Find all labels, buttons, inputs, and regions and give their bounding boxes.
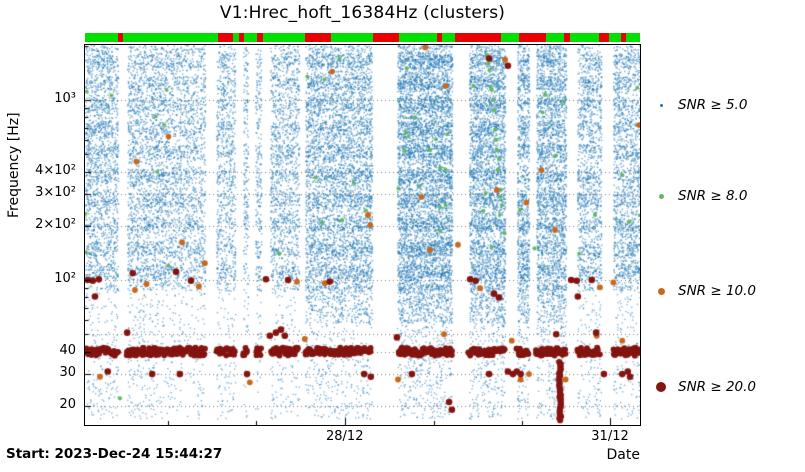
- y-tick-label: 10³: [54, 91, 76, 106]
- legend-label: SNR ≥ 20.0: [678, 379, 757, 395]
- x-axis-title: Date: [606, 447, 640, 463]
- legend-entry-4: SNR ≥ 20.0: [650, 377, 756, 397]
- legend-entry-3: SNR ≥ 10.0: [650, 281, 756, 301]
- plot-title: V1:Hrec_hoft_16384Hz (clusters): [219, 3, 506, 23]
- y-tick-label: 4×10²: [35, 162, 76, 178]
- legend-label: SNR ≥ 5.0: [678, 97, 748, 113]
- y-tick-label: 40: [59, 342, 76, 358]
- plot-area: [84, 44, 641, 426]
- status-bar-bad-segment: [305, 33, 332, 42]
- y-axis-title: Frequency [Hz]: [6, 112, 22, 218]
- status-bar-bad-segment: [256, 33, 264, 42]
- scatter-plot-canvas: [85, 45, 640, 425]
- legend-marker-icon: [650, 287, 672, 295]
- status-bar-bad-segment: [621, 33, 626, 42]
- status-bar-bad-segment: [118, 33, 123, 42]
- snr-legend: SNR ≥ 5.0 SNR ≥ 8.0 SNR ≥ 10.0 SNR ≥ 20.0: [650, 45, 802, 425]
- legend-marker-icon: [650, 382, 672, 392]
- legend-label: SNR ≥ 10.0: [678, 283, 757, 299]
- y-tick-label: 30: [59, 365, 76, 381]
- status-bar-bad-segment: [455, 33, 502, 42]
- x-tick-label: 28/12: [326, 429, 364, 444]
- status-bar-bad-segment: [598, 33, 609, 42]
- y-tick-label: 20: [59, 396, 76, 412]
- x-tick-label: 31/12: [591, 429, 629, 444]
- status-bar-bad-segment: [217, 33, 233, 42]
- y-tick-label: 2×10²: [35, 216, 76, 232]
- status-bar-bad-segment: [436, 33, 442, 42]
- science-mode-status-bar: [85, 33, 640, 42]
- y-tick-label: 10²: [54, 271, 76, 286]
- status-bar-bad-segment: [372, 33, 400, 42]
- legend-marker-icon: [650, 103, 672, 107]
- legend-label: SNR ≥ 8.0: [678, 188, 748, 204]
- legend-marker-icon: [650, 193, 672, 199]
- status-bar-bad-segment: [564, 33, 571, 42]
- status-bar-bad-segment: [519, 33, 547, 42]
- y-tick-label: 3×10²: [35, 185, 76, 201]
- legend-entry-2: SNR ≥ 8.0: [650, 186, 747, 206]
- legend-entry-1: SNR ≥ 5.0: [650, 95, 747, 115]
- start-timestamp-label: Start: 2023-Dec-24 15:44:27: [6, 446, 223, 462]
- status-bar-bad-segment: [239, 33, 244, 42]
- y-axis-tick-labels: 10³ 4×10² 3×10² 2×10² 10² 40 30 20: [0, 0, 80, 472]
